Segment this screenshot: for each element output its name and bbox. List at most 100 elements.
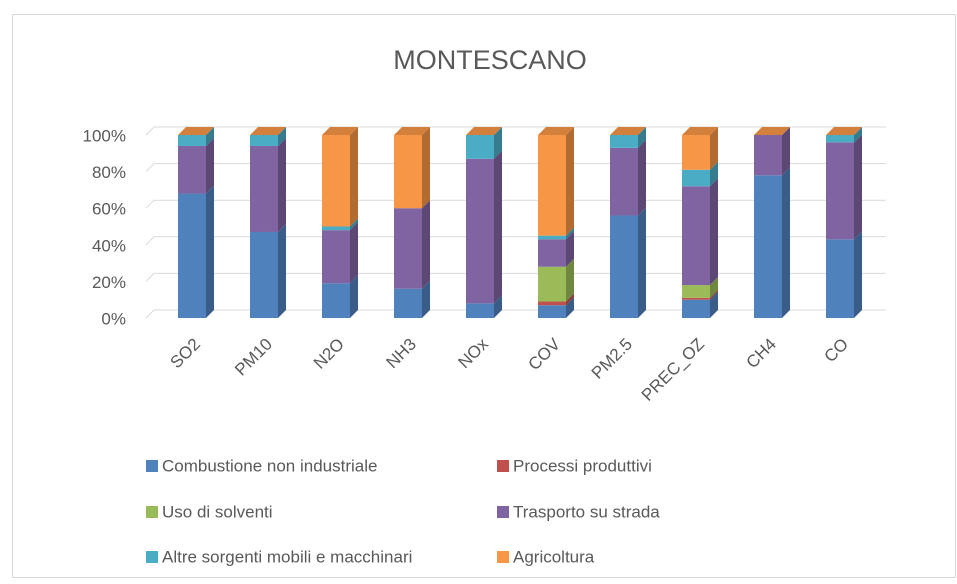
bar: [322, 283, 350, 318]
bar-top: [394, 127, 430, 135]
bar: [322, 135, 350, 227]
y-tick-label: 60%: [92, 200, 126, 219]
bar: [394, 135, 422, 209]
bar-side: [566, 297, 574, 318]
bar-side: [566, 293, 574, 306]
bar: [538, 135, 566, 236]
bar: [538, 305, 566, 318]
bar-side: [710, 289, 718, 300]
bar: [394, 288, 422, 318]
bar-side: [782, 127, 790, 176]
legend-label: Combustione non industriale: [162, 456, 377, 475]
bar: [466, 158, 494, 304]
bar: [178, 145, 206, 194]
bar: [826, 142, 854, 240]
legend-swatch: [146, 506, 158, 518]
y-tick-label: 20%: [92, 273, 126, 292]
bar: [322, 226, 350, 231]
legend-label: Trasporto su strada: [513, 502, 660, 521]
bar-side: [854, 231, 862, 318]
bar-side: [278, 127, 286, 146]
bar-side: [422, 127, 430, 209]
bar-side: [350, 222, 358, 284]
bar: [322, 230, 350, 284]
bar: [682, 186, 710, 286]
bar-side: [206, 185, 214, 318]
bar-side: [422, 280, 430, 318]
bar-side: [566, 127, 574, 236]
bar-top: [754, 127, 790, 135]
legend-label: Processi produttivi: [513, 456, 652, 475]
bar: [610, 147, 638, 216]
bar-side: [494, 295, 502, 318]
bar: [826, 135, 854, 143]
legend-swatch: [497, 506, 509, 518]
bar-side: [566, 231, 574, 267]
bar: [610, 135, 638, 148]
bar-side: [710, 291, 718, 318]
bar-side: [638, 207, 646, 318]
bar: [682, 135, 710, 170]
bar: [826, 239, 854, 318]
bar: [250, 231, 278, 318]
bar: [250, 145, 278, 232]
y-tick-label: 100%: [83, 126, 126, 145]
bar-side: [350, 218, 358, 231]
bar-top: [322, 127, 358, 135]
bar: [394, 208, 422, 289]
bar-side: [854, 127, 862, 143]
legend-swatch: [497, 460, 509, 472]
bar: [610, 215, 638, 318]
bar-side: [566, 227, 574, 240]
bar-top: [610, 127, 646, 135]
bar-top: [250, 127, 286, 135]
bar-side: [206, 137, 214, 194]
legend-label: Uso di solventi: [162, 502, 273, 521]
bar-side: [494, 127, 502, 159]
legend-label: Agricoltura: [513, 547, 595, 566]
bar-side: [854, 134, 862, 240]
bar: [682, 169, 710, 187]
bar-top: [682, 127, 718, 135]
legend-swatch: [146, 460, 158, 472]
y-tick-label: 40%: [92, 236, 126, 255]
bar-side: [638, 127, 646, 148]
bar-side: [494, 150, 502, 304]
bar: [754, 135, 782, 176]
bar-top: [826, 127, 862, 135]
bar-side: [782, 167, 790, 318]
bar-side: [710, 178, 718, 286]
bar-side: [422, 200, 430, 289]
bar-side: [566, 258, 574, 302]
bar-side: [710, 127, 718, 170]
bar-side: [710, 277, 718, 298]
bar: [682, 285, 710, 298]
bar: [538, 239, 566, 267]
bar-top: [466, 127, 502, 135]
bar-side: [710, 161, 718, 187]
bar-side: [278, 223, 286, 318]
bar: [178, 135, 206, 146]
bar-side: [206, 127, 214, 146]
bar-side: [350, 127, 358, 227]
bar: [178, 193, 206, 318]
bar: [250, 135, 278, 146]
y-tick-label: 0%: [101, 309, 126, 328]
bar: [538, 301, 566, 306]
legend-swatch: [146, 551, 158, 563]
bar: [682, 299, 710, 318]
bar-side: [638, 139, 646, 216]
bar-top: [178, 127, 214, 135]
legend-swatch: [497, 551, 509, 563]
bar: [538, 235, 566, 240]
bar-side: [278, 137, 286, 232]
bar-side: [350, 275, 358, 318]
bar: [754, 175, 782, 318]
bar: [466, 135, 494, 159]
bar: [682, 297, 710, 300]
bar: [466, 303, 494, 318]
bar: [538, 266, 566, 302]
y-tick-label: 80%: [92, 163, 126, 182]
legend-label: Altre sorgenti mobili e macchinari: [162, 547, 412, 566]
